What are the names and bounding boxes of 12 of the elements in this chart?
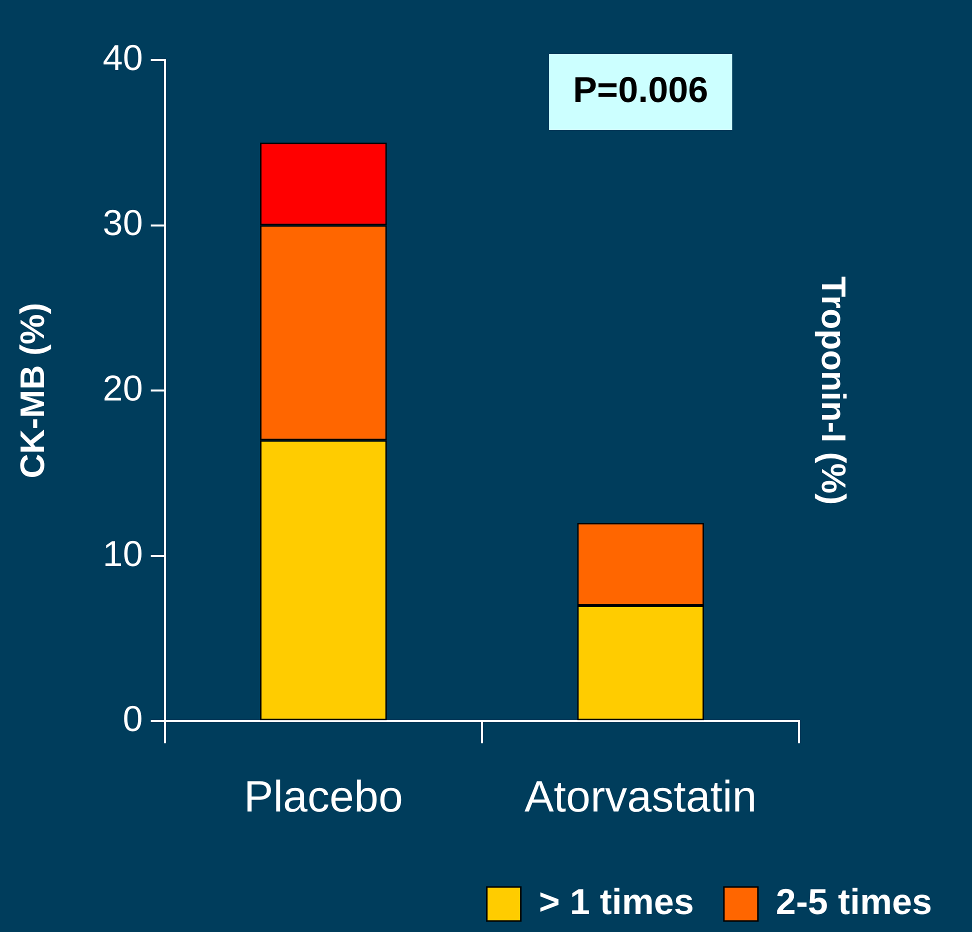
y-tick-label: 0 [122, 698, 143, 740]
legend-label: > 1 times [538, 880, 694, 922]
y-tick-label: 40 [102, 36, 143, 78]
y-tick-label: 10 [102, 532, 143, 574]
legend-label: 2-5 times [776, 880, 932, 922]
annotation: P=0.006 [573, 68, 708, 110]
x-tick-label: Placebo [244, 772, 403, 822]
y2-axis-title: Troponin-I (%) [814, 276, 852, 505]
y-tick-label: 30 [102, 202, 143, 244]
y-axis-title: CK-MB (%) [14, 302, 52, 478]
x-tick-label: Atorvastatin [524, 772, 757, 822]
y-tick-label: 20 [102, 368, 143, 409]
